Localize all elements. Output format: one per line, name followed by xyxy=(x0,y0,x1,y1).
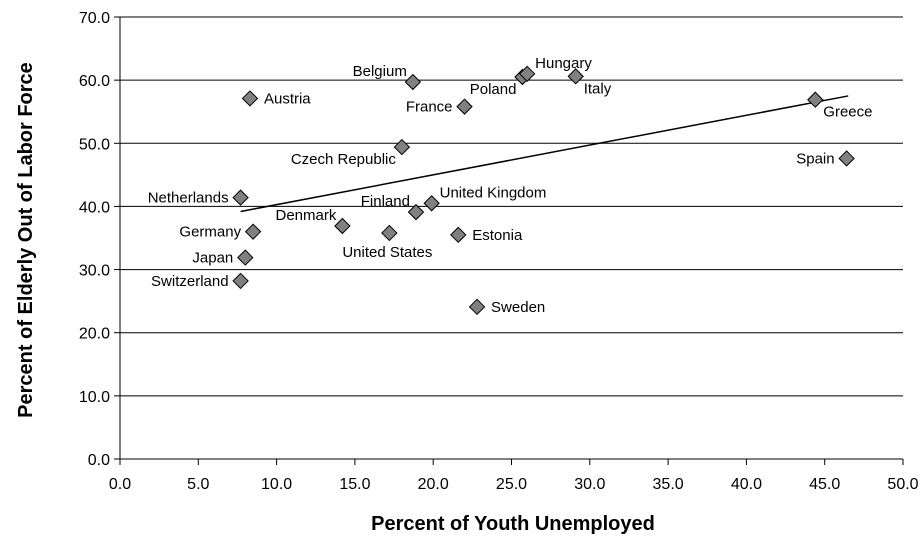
x-tick-label: 10.0 xyxy=(261,476,292,493)
x-tick-label: 20.0 xyxy=(418,476,449,493)
data-point-denmark xyxy=(334,217,351,235)
y-tick-label: 50.0 xyxy=(79,136,110,153)
data-point-japan xyxy=(237,249,254,266)
data-point-italy xyxy=(567,68,584,85)
point-label: Italy xyxy=(584,80,612,97)
data-point-france xyxy=(456,98,473,115)
point-label: Japan xyxy=(192,250,233,267)
x-tick-label: 25.0 xyxy=(496,476,527,493)
point-label: Netherlands xyxy=(148,190,229,207)
y-tick-labels: 0.0 10.0 20.0 30.0 40.0 50.0 60.0 70.0 xyxy=(79,10,110,469)
gridlines xyxy=(120,16,903,460)
x-tick-labels: 0.0 5.0 10.0 15.0 20.0 25.0 30.0 35.0 40.0 45.0 50… xyxy=(109,476,919,493)
point-label: Switzerland xyxy=(151,273,229,290)
data-point-austria xyxy=(241,90,259,107)
data-point-sweden xyxy=(468,298,486,316)
x-tick-label: 40.0 xyxy=(731,476,762,493)
data-point-czech-republic xyxy=(393,138,411,156)
x-tick-label: 45.0 xyxy=(809,476,840,493)
point-label: Spain xyxy=(796,150,834,167)
trendline xyxy=(240,95,849,213)
point-label: Belgium xyxy=(353,63,407,80)
point-label: Poland xyxy=(470,81,517,98)
x-tick-label: 50.0 xyxy=(887,476,918,493)
data-point-greece xyxy=(807,91,824,108)
point-label: United Kingdom xyxy=(440,184,547,201)
point-labels: Netherlands Switzerland Japan Austria German… xyxy=(148,55,873,316)
point-label: Denmark xyxy=(276,207,337,224)
point-label: Estonia xyxy=(472,227,523,244)
data-point-switzerland xyxy=(232,272,249,290)
y-tick-label: 10.0 xyxy=(79,389,110,406)
data-point-united-states xyxy=(381,224,398,242)
y-tick-label: 70.0 xyxy=(79,10,110,27)
y-tick-label: 20.0 xyxy=(79,326,110,343)
trendline-group xyxy=(240,95,849,213)
point-label: Finland xyxy=(361,193,410,210)
point-label: France xyxy=(406,99,453,116)
data-point-hungary xyxy=(518,65,536,83)
data-point-spain xyxy=(838,150,855,167)
x-tick-label: 35.0 xyxy=(653,476,684,493)
y-axis-title: Percent of Elderly Out of Labor Force xyxy=(15,62,37,418)
x-tick-label: 5.0 xyxy=(187,476,209,493)
y-tick-label: 60.0 xyxy=(79,73,110,90)
data-points xyxy=(232,65,855,316)
data-point-netherlands xyxy=(232,189,249,206)
point-label: Sweden xyxy=(491,299,545,316)
data-point-estonia xyxy=(450,226,467,244)
data-point-united-kingdom xyxy=(423,195,440,212)
y-tick-label: 40.0 xyxy=(79,199,110,216)
data-point-belgium xyxy=(404,73,422,91)
point-label: United States xyxy=(342,244,432,261)
data-point-germany xyxy=(244,223,262,240)
x-axis-title: Percent of Youth Unemployed xyxy=(371,513,655,535)
point-label: Greece xyxy=(823,104,872,121)
x-tick-label: 0.0 xyxy=(109,476,131,493)
y-tick-label: 0.0 xyxy=(88,452,110,469)
point-label: Czech Republic xyxy=(291,151,397,168)
point-label: Austria xyxy=(264,90,311,107)
axes xyxy=(114,16,904,465)
point-label: Hungary xyxy=(535,55,592,72)
x-tick-label: 15.0 xyxy=(339,476,370,493)
data-point-finland xyxy=(407,203,425,221)
point-label: Germany xyxy=(179,224,241,241)
x-tick-label: 30.0 xyxy=(574,476,605,493)
y-tick-label: 30.0 xyxy=(79,263,110,280)
